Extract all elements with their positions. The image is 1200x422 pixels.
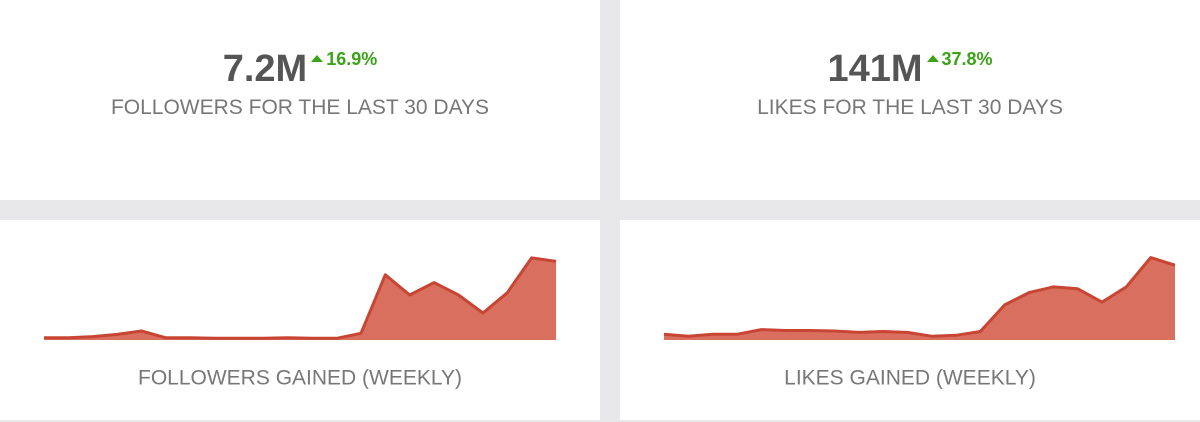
stat-label: FOLLOWERS FOR THE LAST 30 DAYS — [110, 96, 490, 119]
stat-card: 141M 37.8% LIKES FOR THE LAST 30 DAYS — [620, 0, 1200, 200]
stat-value: 141M — [827, 48, 923, 90]
chart-title: LIKES GAINED (WEEKLY) — [784, 367, 1036, 390]
chart-title: FOLLOWERS GAINED (WEEKLY) — [138, 367, 462, 390]
stat-label: LIKES FOR THE LAST 30 DAYS — [757, 96, 1063, 119]
line — [44, 256, 557, 340]
stat-change: 37.8% — [927, 49, 993, 69]
stat-card: 7.2M 16.9% FOLLOWERS FOR THE LAST 30 DAYS — [0, 0, 600, 200]
stat: 7.2M 16.9% — [0, 48, 600, 91]
stat-value: 7.2M — [222, 48, 308, 90]
stat: 141M 37.8% — [620, 48, 1200, 91]
stat-change: 16.9% — [311, 49, 377, 69]
area — [44, 257, 556, 340]
area — [664, 257, 1175, 340]
line — [663, 256, 1176, 338]
